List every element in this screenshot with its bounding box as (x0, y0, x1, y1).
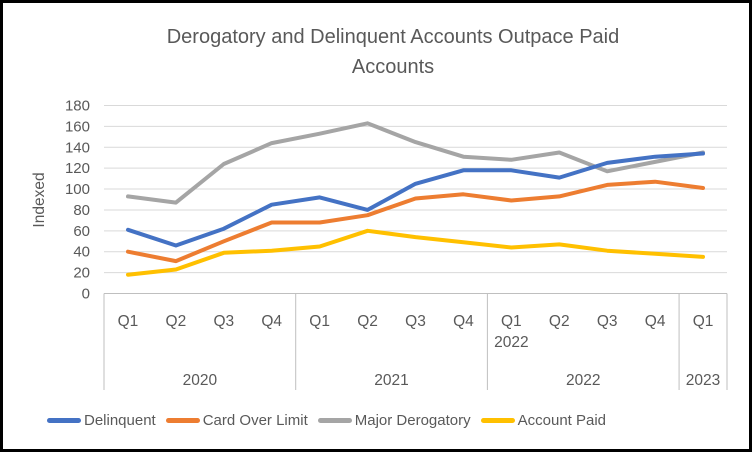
x-year-label: 2022 (566, 372, 600, 389)
x-quarter-label: Q2 (357, 313, 378, 330)
y-tick-label: 40 (73, 244, 90, 261)
axis-separators-group (103, 293, 728, 390)
y-tick-label: 20 (73, 265, 90, 282)
y-tick-label: 100 (65, 181, 90, 198)
x-quarter-label: Q2 (166, 313, 187, 330)
legend: Delinquent Card Over Limit Major Derogator… (47, 412, 606, 429)
y-tick-label: 60 (73, 223, 90, 240)
x-year-labels-group: 2020 2021 2022 2023 (183, 372, 721, 389)
legend-item-card-over-limit: Card Over Limit (165, 412, 308, 429)
series-line-card-over-limit (126, 179, 705, 264)
legend-item-delinquent: Delinquent (47, 412, 156, 429)
legend-marker-delinquent (47, 418, 81, 423)
x-year-label: 2021 (374, 372, 408, 389)
chart-title-line-1: Derogatory and Delinquent Accounts Outpa… (166, 26, 620, 48)
x-quarter-label-year: 2022 (494, 334, 528, 351)
x-quarter-labels-group: Q1 Q2 Q3 Q4 Q1 Q2 Q3 Q4 Q1 2022 Q2 Q3 Q4 Q1 (118, 313, 714, 351)
x-quarter-label: Q1 (501, 313, 522, 330)
series-line-delinquent (126, 151, 705, 248)
x-quarter-label: Q4 (453, 313, 474, 330)
y-tick-labels-group: 0 20 40 60 80 100 120 140 160 180 (65, 98, 90, 303)
y-tick-label: 140 (65, 139, 90, 156)
y-tick-label: 160 (65, 118, 90, 135)
x-quarter-label: Q1 (309, 313, 330, 330)
legend-label-card-over-limit: Card Over Limit (202, 412, 308, 429)
x-quarter-label: Q1 (693, 313, 714, 330)
series-line-major-derogatory (126, 121, 705, 205)
x-quarter-label: Q2 (549, 313, 570, 330)
x-quarter-label: Q1 (118, 313, 139, 330)
legend-label-major-derogatory: Major Derogatory (354, 412, 471, 429)
x-quarter-label: Q3 (213, 313, 234, 330)
chart-title-line-2: Accounts (351, 56, 435, 78)
legend-label-account-paid: Account Paid (517, 412, 607, 429)
legend-item-major-derogatory: Major Derogatory (317, 412, 471, 429)
x-year-label: 2020 (183, 372, 218, 389)
legend-marker-account-paid (480, 418, 515, 423)
y-tick-label: 0 (82, 286, 90, 303)
legend-marker-card-over-limit (165, 418, 200, 423)
x-quarter-label: Q3 (405, 313, 426, 330)
series-lines-group (126, 121, 705, 277)
x-quarter-label: Q4 (261, 313, 282, 330)
legend-marker-major-derogatory (317, 418, 352, 423)
legend-label-delinquent: Delinquent (84, 412, 156, 429)
y-tick-label: 120 (65, 160, 90, 177)
y-axis-title: Indexed (31, 172, 48, 227)
x-quarter-label: Q4 (645, 313, 666, 330)
legend-item-account-paid: Account Paid (480, 412, 607, 429)
x-quarter-label: Q3 (597, 313, 618, 330)
x-year-label: 2023 (686, 372, 720, 389)
chart-title: Derogatory and Delinquent Accounts Outpa… (113, 22, 673, 82)
y-tick-label: 80 (73, 202, 90, 219)
series-line-account-paid (126, 228, 705, 277)
y-tick-label: 180 (65, 98, 90, 115)
